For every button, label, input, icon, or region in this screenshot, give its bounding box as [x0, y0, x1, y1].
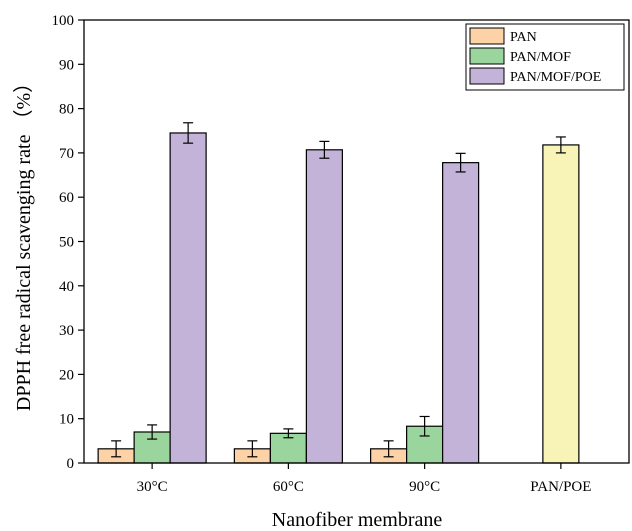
y-tick-label: 70 — [59, 146, 74, 162]
y-tick-label: 50 — [59, 235, 74, 251]
bar — [169, 132, 207, 464]
error-bars-layer — [111, 122, 566, 458]
bar — [442, 162, 480, 464]
y-tick-label: 10 — [59, 412, 74, 428]
bars-layer — [97, 132, 580, 464]
y-axis-title: DPPH free radical scavenging rate （%） — [12, 73, 35, 411]
legend-swatch — [469, 67, 505, 85]
bar — [305, 149, 343, 464]
legend-label: PAN — [510, 30, 537, 45]
x-tick-label: 90°C — [409, 479, 440, 495]
y-tick-label: 40 — [59, 279, 74, 295]
legend-swatch — [469, 47, 505, 65]
legend: PAN PAN/MOF PAN/MOF/POE — [465, 23, 625, 91]
y-tick-label: 100 — [52, 13, 75, 29]
bar — [542, 144, 580, 464]
legend-label: PAN/MOF — [510, 50, 571, 65]
y-tick-label: 60 — [59, 190, 74, 206]
y-tick-label: 90 — [59, 57, 74, 73]
x-tick-label: 30°C — [137, 479, 168, 495]
legend-label: PAN/MOF/POE — [510, 70, 601, 85]
x-tick-label: PAN/POE — [530, 479, 591, 495]
legend-swatch — [469, 27, 505, 45]
y-tick-label: 0 — [67, 456, 75, 472]
y-axis: 0 10 20 30 40 50 60 70 80 90 100 — [52, 13, 84, 472]
y-tick-label: 20 — [59, 367, 74, 383]
x-tick-label: 60°C — [273, 479, 304, 495]
x-axis-title: Nanofiber membrane — [272, 509, 443, 531]
y-tick-label: 30 — [59, 323, 74, 339]
x-axis: 30°C 60°C 90°C PAN/POE — [137, 463, 591, 495]
y-tick-label: 80 — [59, 102, 74, 118]
